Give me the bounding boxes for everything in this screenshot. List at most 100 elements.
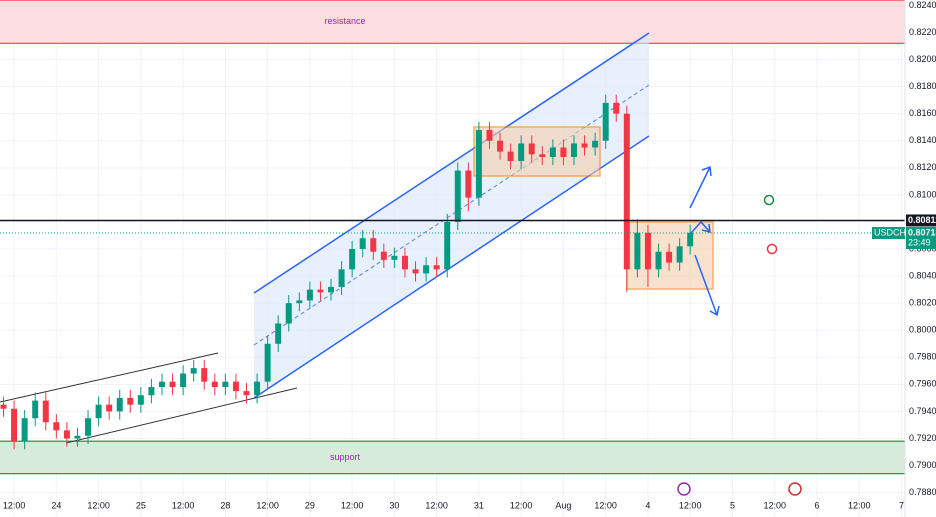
candle-body — [444, 221, 451, 270]
candle-body — [465, 170, 472, 198]
candle-body — [95, 404, 102, 419]
x-tick-label: 5 — [730, 500, 735, 510]
arrow-up — [689, 165, 712, 209]
event-icon — [677, 482, 691, 496]
x-tick-label: 24 — [51, 500, 61, 510]
arrow-down — [694, 254, 720, 317]
zone — [0, 0, 905, 44]
countdown: 23:49 — [908, 237, 931, 247]
channel-fill — [254, 33, 649, 398]
x-tick-label: 25 — [136, 500, 146, 510]
candle-body — [560, 147, 567, 157]
candle-body — [338, 269, 345, 287]
level-label: 0.80811 — [908, 215, 936, 225]
candles — [0, 94, 694, 450]
candle-body — [11, 408, 18, 442]
range-box — [626, 221, 714, 290]
candle-body — [264, 343, 271, 382]
candle-body — [507, 151, 514, 162]
x-tick-label: 12:00 — [425, 500, 448, 510]
zone — [0, 441, 905, 474]
candle-body — [328, 286, 335, 293]
candle-body — [370, 238, 377, 252]
drawings — [0, 32, 714, 444]
candle-body — [666, 251, 673, 263]
x-tick-label: 4 — [645, 500, 650, 510]
candle-body — [74, 435, 81, 439]
x-tick-label: 12:00 — [679, 500, 702, 510]
candle-body — [602, 102, 609, 141]
x-tick-label: 12:00 — [848, 500, 871, 510]
candle-body — [454, 170, 461, 222]
candle-body — [180, 373, 187, 388]
candle-body — [116, 397, 123, 412]
candle-body — [306, 289, 313, 301]
candle-body — [0, 404, 7, 409]
price-label: 0.80718 — [908, 227, 936, 237]
candle-body — [232, 381, 239, 392]
candle-body — [222, 381, 229, 388]
x-tick-label: 6 — [814, 500, 819, 510]
candle-body — [32, 400, 39, 419]
candle-body — [655, 251, 662, 270]
x-tick-label: 7 — [899, 500, 904, 510]
candle-body — [169, 381, 176, 388]
candle-body — [285, 303, 292, 324]
x-tick-label: 29 — [305, 500, 315, 510]
candle-body — [518, 143, 525, 162]
candle-body — [349, 249, 356, 270]
signal-down — [766, 243, 778, 255]
candle-body — [201, 368, 208, 382]
x-tick-label: Aug — [555, 500, 571, 510]
candle-body — [317, 289, 324, 293]
candle-body — [676, 246, 683, 263]
x-tick-label: 12:00 — [87, 500, 110, 510]
candle-body — [21, 418, 28, 442]
zones: resistance support — [0, 0, 905, 475]
x-tick-label: 12:00 — [594, 500, 617, 510]
candle-body — [243, 391, 250, 396]
zone-label: support — [330, 452, 361, 462]
candle-body — [211, 381, 218, 388]
y-tick-label: 0.82400 — [909, 0, 936, 10]
x-tick-label: 12:00 — [341, 500, 364, 510]
candle-body — [359, 238, 366, 250]
candle-body — [539, 154, 546, 157]
x-tick-label: 28 — [220, 500, 230, 510]
symbol-label: USDCHF — [874, 227, 912, 237]
candle-body — [644, 232, 651, 270]
candle-body — [401, 255, 408, 270]
candle-body — [380, 251, 387, 260]
candle-body — [275, 323, 282, 344]
x-tick-label: 12:00 — [763, 500, 786, 510]
price-scale — [905, 0, 936, 517]
x-tick-label: 12:00 — [172, 500, 195, 510]
candle-body — [190, 368, 197, 374]
candle-body — [412, 269, 419, 274]
candle-body — [158, 381, 165, 388]
candle-body — [137, 395, 144, 405]
wedge-lower — [65, 387, 298, 444]
candle-body — [497, 140, 504, 152]
candle-body — [623, 113, 630, 270]
range-box — [473, 126, 601, 177]
candle-body — [592, 140, 599, 148]
channel-upper — [253, 32, 650, 294]
candle-body — [433, 265, 440, 270]
candle-body — [613, 102, 620, 114]
candle-body — [85, 418, 92, 436]
x-tick-label: 12:00 — [256, 500, 279, 510]
candle-body — [423, 265, 430, 274]
